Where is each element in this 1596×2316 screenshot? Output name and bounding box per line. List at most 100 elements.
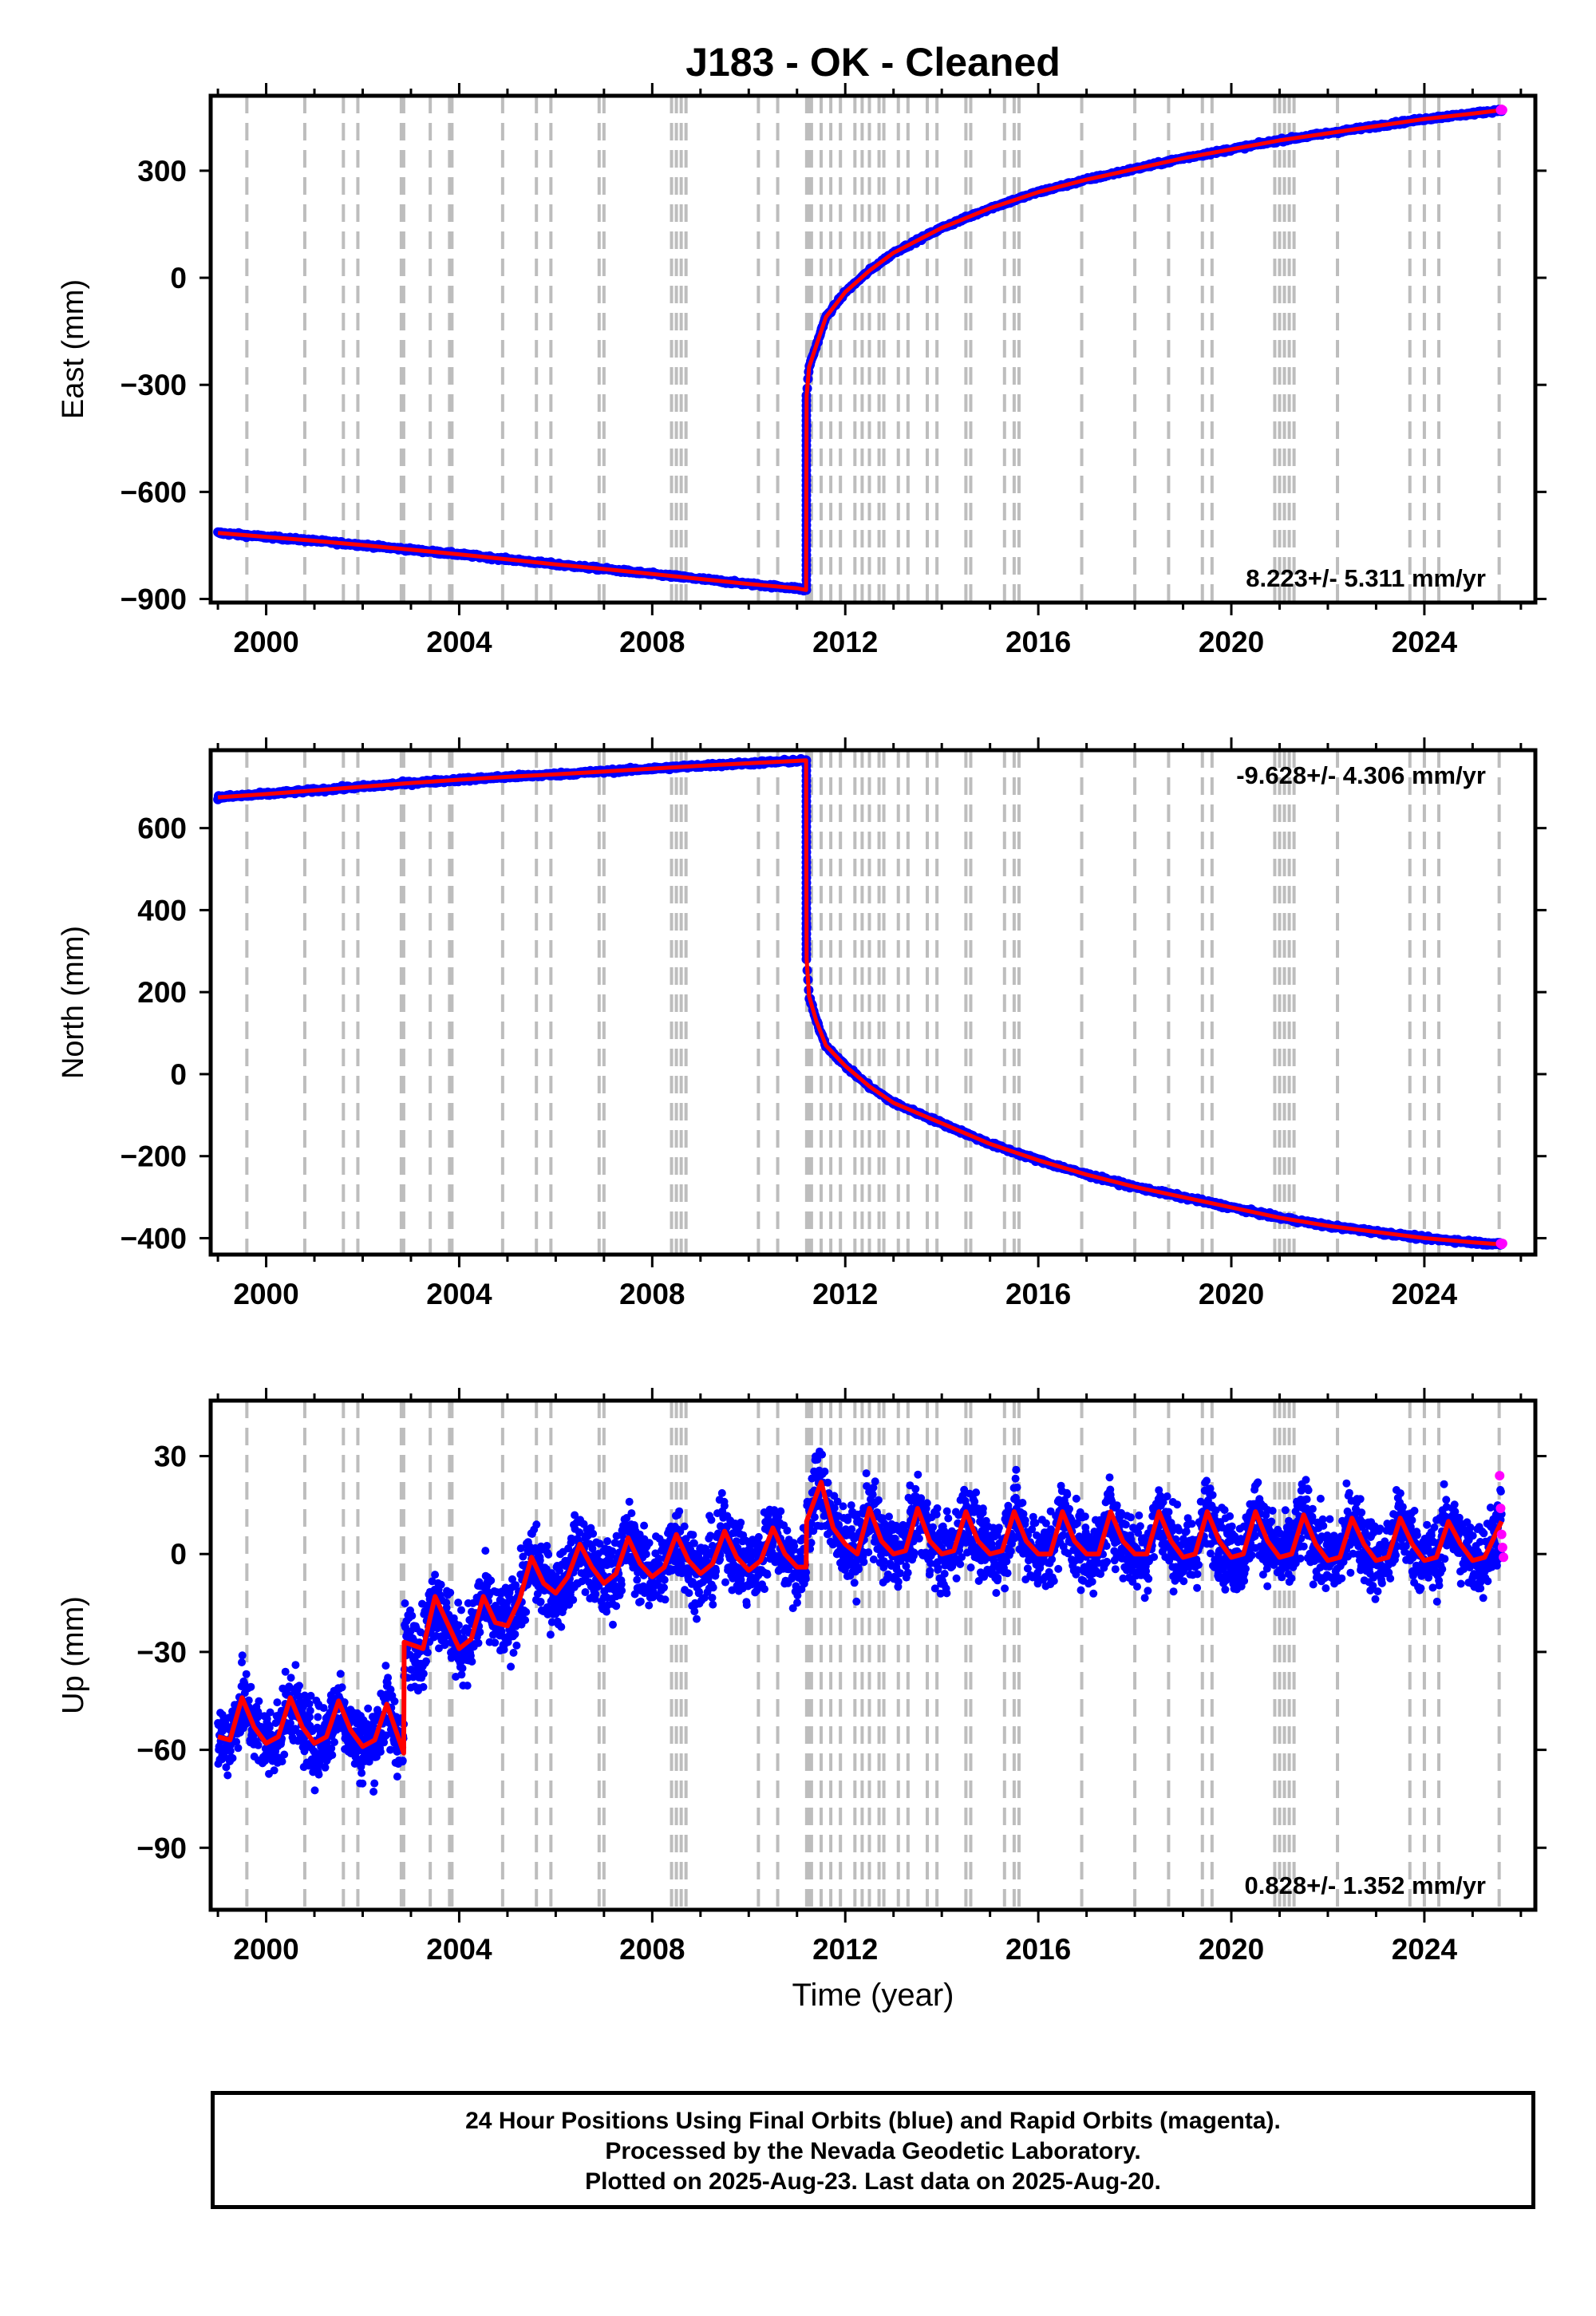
y-tick-label: 0: [170, 1058, 187, 1091]
velocity-annotation: 8.223+/- 5.311 mm/yr: [1246, 564, 1486, 592]
x-tick-label: 2012: [812, 1278, 878, 1310]
y-axis-label: North (mm): [57, 926, 90, 1079]
final-orbit-point: [457, 1606, 465, 1614]
y-tick-label: 200: [137, 976, 187, 1009]
final-orbit-point: [336, 1670, 345, 1678]
x-tick-label: 2020: [1199, 626, 1264, 658]
final-orbit-point: [232, 1737, 241, 1746]
final-orbit-points: [214, 1447, 1506, 1796]
final-orbit-point: [238, 1658, 246, 1666]
final-orbit-point: [500, 1646, 508, 1654]
model-line: [217, 108, 1503, 592]
rapid-orbit-point: [1497, 1239, 1507, 1249]
final-orbit-point: [401, 1599, 409, 1607]
final-orbit-point: [442, 1603, 451, 1612]
final-orbit-point: [476, 1628, 484, 1637]
y-tick-label: −600: [120, 476, 187, 508]
final-orbit-point: [306, 1713, 314, 1721]
x-tick-label: 2016: [1005, 1278, 1071, 1310]
final-orbit-point: [295, 1682, 303, 1690]
final-orbit-point: [358, 1769, 366, 1777]
final-orbit-point: [390, 1697, 399, 1705]
final-orbit-point: [381, 1662, 390, 1670]
final-orbit-point: [254, 1741, 263, 1749]
y-tick-label: 0: [170, 262, 187, 294]
final-orbit-point: [407, 1666, 416, 1674]
event-lines: [245, 1401, 1501, 1910]
final-orbit-point: [314, 1770, 323, 1779]
final-orbit-point: [357, 1762, 365, 1771]
final-orbit-point: [507, 1662, 516, 1671]
y-tick-label: −400: [120, 1222, 187, 1255]
final-orbit-point: [369, 1788, 378, 1796]
data-layer: [213, 753, 1507, 1250]
final-orbit-point: [222, 1763, 231, 1772]
final-orbit-point: [247, 1682, 255, 1691]
final-orbit-point: [376, 1748, 385, 1756]
final-orbit-point: [263, 1714, 271, 1723]
final-orbit-point: [446, 1588, 455, 1597]
event-lines: [245, 750, 1501, 1255]
final-orbit-point: [454, 1621, 463, 1630]
final-orbit-point: [319, 1704, 328, 1713]
final-orbit-point: [281, 1667, 290, 1676]
final-orbit-point: [435, 1644, 443, 1653]
final-orbit-point: [327, 1744, 336, 1753]
x-tick-label: 2000: [233, 626, 298, 658]
model-line: [217, 758, 1502, 1247]
final-orbit-point: [458, 1664, 467, 1673]
final-orbit-point: [234, 1744, 243, 1753]
velocity-annotation: -9.628+/- 4.306 mm/yr: [1236, 761, 1486, 789]
x-tick-label: 2000: [233, 1278, 298, 1310]
final-orbit-point: [381, 1731, 390, 1740]
final-orbit-point: [328, 1751, 337, 1760]
final-orbit-point: [286, 1674, 295, 1682]
final-orbit-point: [497, 1627, 506, 1636]
final-orbit-point: [358, 1779, 367, 1788]
plot-frame: [208, 748, 1538, 1257]
final-orbit-point: [244, 1696, 253, 1705]
final-orbit-point: [370, 1779, 379, 1788]
x-tick-label: 2008: [619, 626, 685, 658]
final-orbit-point: [503, 1599, 512, 1607]
final-orbit-point: [419, 1682, 428, 1691]
final-orbit-point: [226, 1746, 235, 1755]
final-orbit-point: [431, 1571, 440, 1579]
final-orbit-point: [306, 1691, 315, 1700]
y-tick-label: 400: [137, 894, 187, 927]
x-tick-label: 2024: [1392, 1278, 1458, 1310]
final-orbit-point: [273, 1698, 282, 1707]
rapid-orbit-point: [1497, 105, 1507, 115]
final-orbit-point: [223, 1771, 232, 1780]
x-tick-label: 2020: [1199, 1278, 1264, 1310]
final-orbit-point: [265, 1723, 274, 1732]
final-orbit-point: [487, 1576, 496, 1585]
final-orbit-point: [422, 1657, 430, 1666]
x-tick-label: 2004: [426, 626, 492, 658]
final-orbit-point: [310, 1786, 319, 1795]
final-orbit-point: [466, 1651, 475, 1660]
final-orbit-point: [383, 1679, 392, 1688]
x-tick-label: 2012: [812, 626, 878, 658]
final-orbit-point: [457, 1670, 466, 1679]
final-orbit-point: [364, 1704, 373, 1713]
final-orbit-point: [408, 1611, 417, 1620]
final-orbit-point: [280, 1750, 289, 1759]
final-orbit-point: [463, 1682, 472, 1690]
final-orbit-point: [423, 1648, 432, 1657]
final-orbit-point: [286, 1719, 294, 1728]
event-lines: [245, 96, 1501, 603]
final-orbit-point: [228, 1754, 237, 1762]
final-orbit-point: [386, 1686, 395, 1694]
final-orbit-point: [508, 1575, 516, 1583]
final-orbit-point: [481, 1547, 490, 1555]
final-orbit-point: [238, 1651, 247, 1660]
final-orbit-point: [384, 1674, 393, 1682]
final-orbit-point: [491, 1638, 500, 1647]
final-orbit-point: [393, 1773, 401, 1781]
x-tick-label: 2016: [1005, 626, 1071, 658]
y-tick-label: −300: [120, 369, 187, 401]
